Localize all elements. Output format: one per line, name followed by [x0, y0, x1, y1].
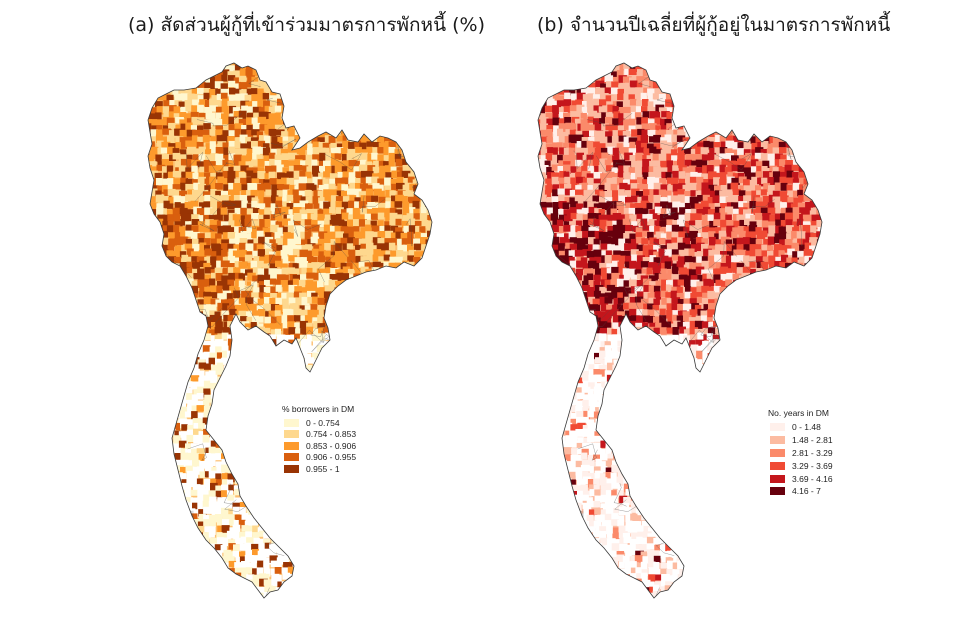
- map-b-years-in-dm: [537, 62, 823, 599]
- legend-swatch: [770, 436, 785, 445]
- legend-swatch: [284, 430, 299, 439]
- legend-item: 2.81 - 3.29: [768, 447, 833, 460]
- legend-swatch: [770, 461, 785, 470]
- legend-item: 1.48 - 2.81: [768, 434, 833, 447]
- legend-swatch: [770, 487, 785, 496]
- legend-item: 3.69 - 4.16: [768, 472, 833, 485]
- legend-swatch: [284, 418, 299, 427]
- legend-swatch: [770, 448, 785, 457]
- legend-swatch: [770, 423, 785, 432]
- legend-swatch: [770, 474, 785, 483]
- legend-item: 3.29 - 3.69: [768, 459, 833, 472]
- legend-item: 0.955 - 1: [282, 463, 356, 475]
- legend-years-in-dm: No. years in DM 0 - 1.48 1.48 - 2.81 2.8…: [768, 408, 833, 498]
- legend-item: 0 - 1.48: [768, 421, 833, 434]
- legend-item: 0.853 - 0.906: [282, 440, 356, 452]
- legend-swatch: [284, 453, 299, 462]
- legend-title: % borrowers in DM: [282, 404, 355, 414]
- legend-item: 0 - 0.754: [282, 417, 356, 429]
- map-a-borrower-share: [147, 62, 433, 599]
- panel-b-title: (b) จำนวนปีเฉลี่ยที่ผู้กู้อยู่ในมาตรการพ…: [537, 14, 891, 36]
- panel-a-title: (a) สัดส่วนผู้กู้ที่เข้าร่วมมาตรการพักหน…: [128, 14, 485, 36]
- legend-item: 4.16 - 7: [768, 485, 833, 498]
- legend-item: 0.906 - 0.955: [282, 452, 356, 464]
- legend-item: 0.754 - 0.853: [282, 429, 356, 441]
- legend-title: No. years in DM: [768, 408, 829, 418]
- legend-swatch: [284, 464, 299, 473]
- legend-borrower-share: % borrowers in DM 0 - 0.754 0.754 - 0.85…: [282, 404, 356, 475]
- legend-swatch: [284, 441, 299, 450]
